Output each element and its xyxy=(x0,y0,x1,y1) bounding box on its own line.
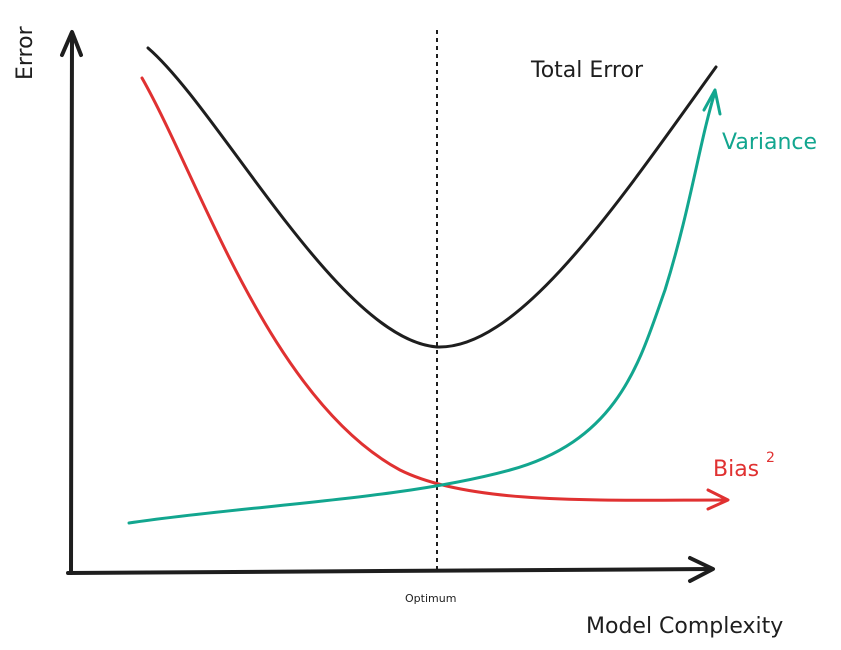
y-axis-label: Error xyxy=(13,25,38,80)
variance-label: Variance xyxy=(722,130,817,155)
total-error-curve xyxy=(146,46,718,349)
bias-curve xyxy=(140,76,728,502)
bias-arrowhead xyxy=(706,488,730,511)
y-axis xyxy=(60,30,83,575)
x-axis-label: Model Complexity xyxy=(586,614,783,639)
bias-label: Bias xyxy=(713,457,759,482)
bias-label-text: Bias xyxy=(713,457,759,482)
variance-curve xyxy=(127,90,717,525)
bias-superscript: 2 xyxy=(766,450,775,466)
total-error-label: Total Error xyxy=(530,58,644,83)
variance-arrowhead xyxy=(702,88,722,116)
optimum-label: Optimum xyxy=(405,592,456,605)
x-axis xyxy=(66,556,715,583)
